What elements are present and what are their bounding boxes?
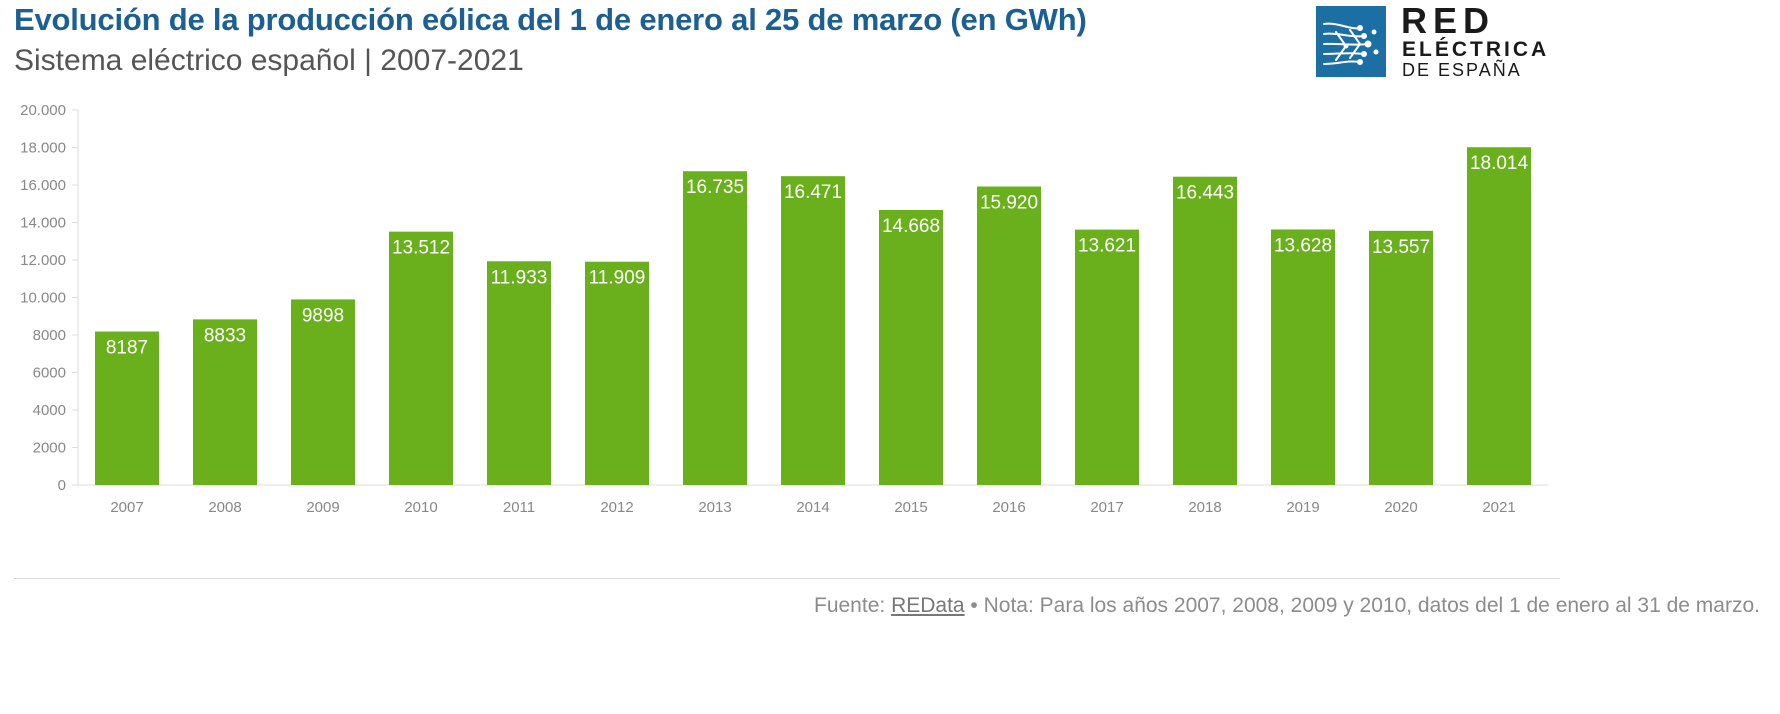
bar-value-label: 18.014 [1470, 153, 1529, 174]
bar-chart: 0 2000 4000 6000 8000 10.000 12.000 14.000 16.00… [20, 102, 1548, 516]
bar [977, 186, 1041, 485]
y-tick-label: 12.000 [20, 252, 66, 269]
bar [585, 261, 649, 485]
bar [193, 319, 257, 485]
bar [95, 331, 159, 485]
y-tick-label: 6000 [33, 365, 66, 382]
x-tick-label: 2012 [600, 499, 633, 516]
source-link[interactable]: REData [891, 594, 965, 617]
bar [1075, 229, 1139, 485]
x-tick-label: 2017 [1090, 499, 1123, 516]
footer-divider [14, 578, 1560, 579]
bar-value-label: 8833 [204, 325, 246, 346]
x-tick-label: 2014 [796, 499, 829, 516]
y-tick-label: 20.000 [20, 102, 66, 119]
x-tick-label: 2020 [1384, 499, 1417, 516]
x-tick-label: 2013 [698, 499, 731, 516]
bar-value-label: 13.621 [1078, 236, 1136, 257]
bar-value-label: 15.920 [980, 193, 1038, 214]
bar [1271, 229, 1335, 485]
x-tick-label: 2018 [1188, 499, 1221, 516]
y-tick-label: 14.000 [20, 215, 66, 232]
bar-value-label: 8187 [106, 337, 148, 358]
bar [1467, 147, 1531, 486]
bar-value-label: 13.628 [1274, 235, 1332, 256]
x-tick-label: 2015 [894, 499, 927, 516]
bar-value-label: 13.557 [1372, 237, 1430, 258]
y-tick-label: 0 [58, 477, 66, 494]
y-tick-label: 8000 [33, 327, 66, 344]
bar-value-label: 11.909 [589, 268, 646, 289]
bar [683, 171, 747, 485]
x-tick-label: 2019 [1286, 499, 1319, 516]
bar-value-label: 9898 [302, 305, 344, 326]
red-electrica-mark-icon [1316, 6, 1386, 77]
y-tick-label: 16.000 [20, 177, 66, 194]
y-tick-label: 2000 [33, 440, 66, 457]
footer-note: Fuente: REData • Nota: Para los años 200… [814, 594, 1760, 618]
footer-prefix: Fuente: [814, 594, 892, 617]
bar-value-label: 16.443 [1176, 183, 1234, 204]
x-tick-label: 2008 [208, 499, 241, 516]
y-tick-label: 4000 [33, 402, 66, 419]
bar [1173, 176, 1237, 485]
bar [879, 209, 943, 485]
x-tick-label: 2011 [503, 499, 535, 516]
bar [781, 176, 845, 485]
bar-value-label: 13.512 [392, 238, 450, 259]
x-tick-label: 2016 [992, 499, 1025, 516]
bar-value-label: 16.735 [686, 177, 744, 198]
logo-text-de-espana: DE ESPAÑA [1402, 60, 1522, 80]
bar [487, 261, 551, 485]
bar [291, 299, 355, 485]
y-tick-label: 10.000 [20, 290, 66, 307]
x-tick-label: 2021 [1482, 499, 1515, 516]
bar [389, 231, 453, 485]
x-tick-label: 2009 [306, 499, 339, 516]
company-logo: RED ELÉCTRICA DE ESPAÑA [1316, 0, 1566, 80]
logo-text-red: RED [1401, 0, 1496, 41]
bar [1369, 230, 1433, 485]
x-tick-label: 2010 [404, 499, 437, 516]
logo-text-electrica: ELÉCTRICA [1402, 38, 1550, 61]
y-tick-label: 18.000 [20, 140, 66, 157]
chart-subtitle: Sistema eléctrico español | 2007-2021 [14, 44, 524, 77]
x-tick-label: 2007 [110, 499, 143, 516]
bar-value-label: 16.471 [784, 182, 842, 203]
footer-note-text: • Nota: Para los años 2007, 2008, 2009 y… [964, 594, 1760, 617]
bar-value-label: 14.668 [882, 216, 940, 237]
chart-title: Evolución de la producción eólica del 1 … [14, 2, 1087, 37]
bar-value-label: 11.933 [491, 267, 548, 288]
